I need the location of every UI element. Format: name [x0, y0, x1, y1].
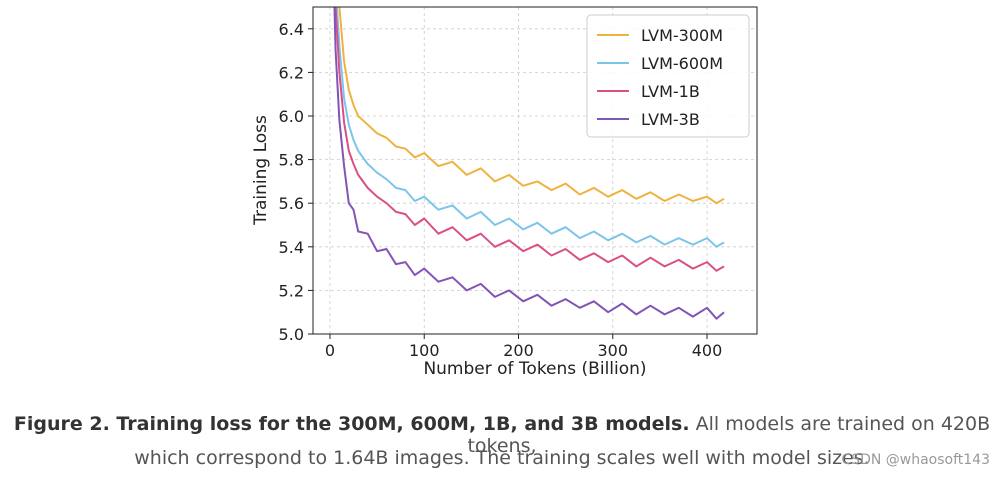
series-line	[338, 7, 725, 205]
legend-label: LVM-600M	[641, 54, 723, 73]
y-tick-label: 6.0	[279, 107, 304, 126]
series-line	[333, 7, 725, 320]
x-tick-label: 400	[692, 341, 723, 360]
y-tick-label: 5.4	[279, 238, 304, 257]
x-tick-label: 100	[409, 341, 440, 360]
watermark: CSDN @whaosoft143	[841, 452, 990, 468]
x-axis-label: Number of Tokens (Billion)	[423, 359, 646, 379]
y-tick-label: 6.4	[279, 20, 304, 39]
y-axis-label: Training Loss	[251, 115, 271, 226]
series-line	[335, 7, 725, 248]
caption-text: All models are trained on 420B tokens,	[467, 413, 991, 457]
y-tick-label: 5.2	[279, 281, 304, 300]
series-line	[334, 7, 725, 272]
legend-label: LVM-3B	[641, 110, 700, 129]
y-tick-label: 5.0	[279, 325, 304, 344]
x-tick-label: 300	[597, 341, 628, 360]
plot-lines	[333, 7, 725, 320]
x-tick-label: 0	[325, 341, 335, 360]
caption-text: which correspond to 1.64B images. The tr…	[134, 447, 870, 469]
y-tick-label: 6.2	[279, 63, 304, 82]
y-tick-label: 5.6	[279, 194, 304, 213]
caption-line: which correspond to 1.64B images. The tr…	[0, 447, 1004, 469]
legend-label: LVM-300M	[641, 26, 723, 45]
y-tick-label: 5.8	[279, 151, 304, 170]
caption-title: Figure 2. Training loss for the 300M, 60…	[13, 413, 690, 435]
x-tick-label: 200	[503, 341, 534, 360]
chart: Number of Tokens (Billion) Training Loss…	[251, 6, 758, 379]
legend-box	[586, 14, 750, 138]
legend-label: LVM-1B	[641, 82, 700, 101]
plot-frame	[312, 6, 758, 335]
caption-line: Figure 2. Training loss for the 300M, 60…	[0, 413, 1004, 457]
